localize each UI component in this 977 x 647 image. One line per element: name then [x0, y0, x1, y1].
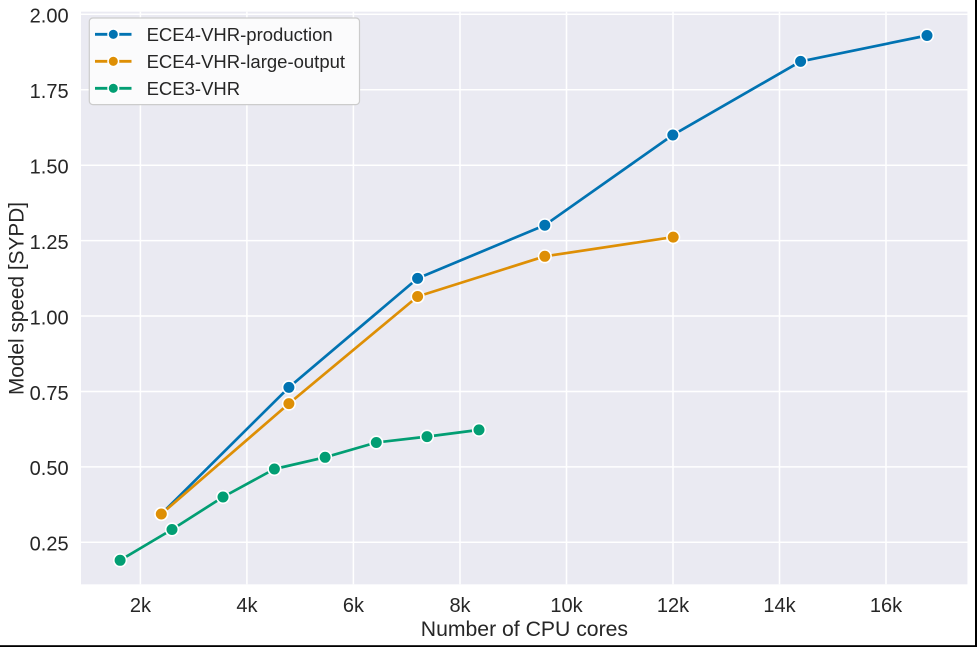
svg-text:ECE4-VHR-large-output: ECE4-VHR-large-output — [147, 51, 345, 72]
svg-text:0.50: 0.50 — [30, 458, 69, 480]
svg-text:1.50: 1.50 — [30, 157, 69, 179]
svg-text:0.75: 0.75 — [30, 383, 69, 405]
svg-text:10k: 10k — [550, 595, 583, 617]
svg-text:16k: 16k — [870, 595, 903, 617]
svg-text:12k: 12k — [657, 595, 690, 617]
svg-text:2.00: 2.00 — [30, 6, 69, 28]
svg-text:6k: 6k — [343, 595, 365, 617]
svg-text:ECE3-VHR: ECE3-VHR — [147, 78, 241, 99]
svg-text:1.75: 1.75 — [30, 81, 69, 103]
svg-text:0.25: 0.25 — [30, 534, 69, 556]
svg-text:4k: 4k — [236, 595, 258, 617]
svg-text:1.25: 1.25 — [30, 232, 69, 254]
svg-text:ECE4-VHR-production: ECE4-VHR-production — [147, 24, 333, 45]
svg-text:2k: 2k — [130, 595, 152, 617]
svg-text:8k: 8k — [449, 595, 471, 617]
svg-text:Number of CPU cores: Number of CPU cores — [421, 618, 628, 641]
svg-text:14k: 14k — [763, 595, 796, 617]
svg-text:1.00: 1.00 — [30, 307, 69, 329]
svg-text:Model speed [SYPD]: Model speed [SYPD] — [6, 202, 29, 395]
